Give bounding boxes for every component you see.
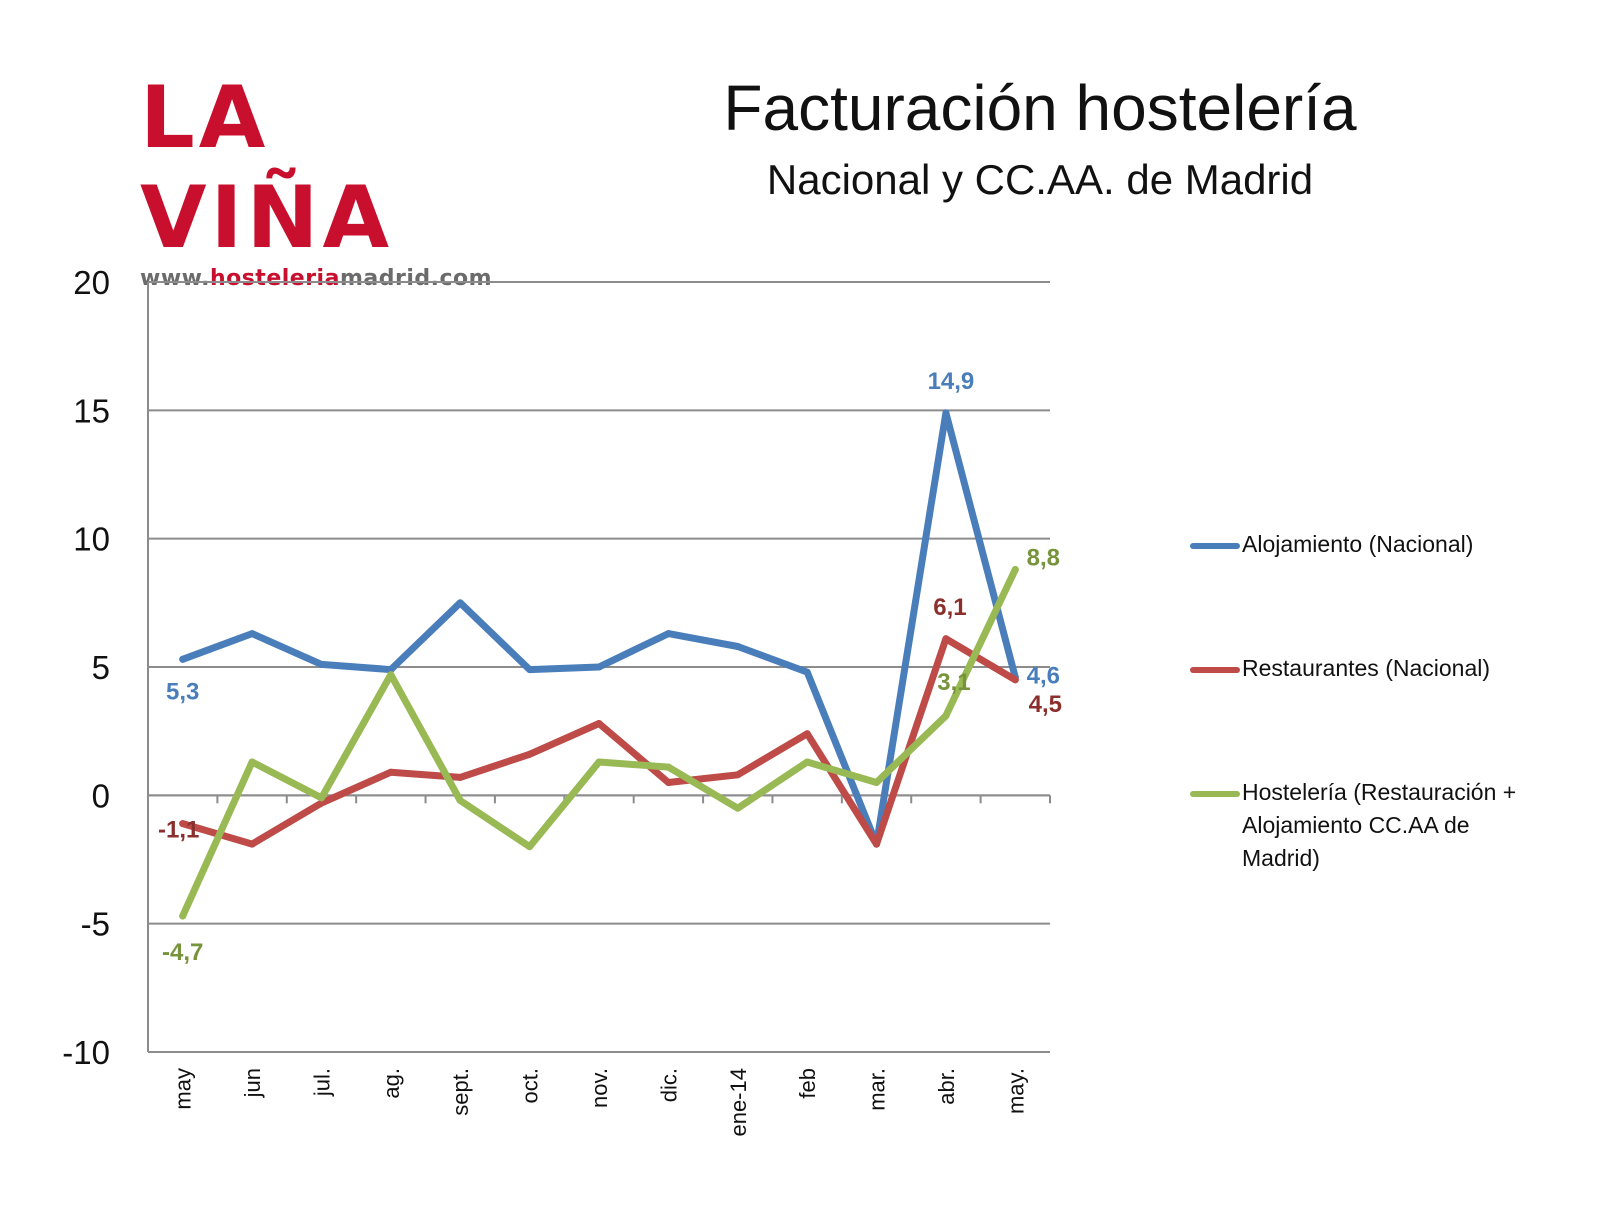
x-tick-label: may. [1003,1068,1028,1114]
data-point [526,843,534,851]
series-line [179,409,1019,848]
data-point [734,804,742,812]
legend-label: Madrid) [1242,845,1320,871]
data-label: 8,8 [1027,544,1060,571]
data-point [595,758,603,766]
data-label: 14,9 [928,368,975,395]
legend-item: Alojamiento (Nacional) [1190,528,1550,561]
y-tick-label: 5 [92,649,110,686]
legend-label: Restaurantes (Nacional) [1242,655,1491,681]
data-point [526,666,534,674]
logo-url-prefix: www. [140,266,210,291]
data-point [664,779,672,786]
legend-label: Hostelería (Restauración + [1242,779,1517,805]
data-point [664,763,672,771]
data-point [803,668,811,676]
legend-label: Alojamiento CC.AA de [1242,812,1470,838]
x-tick-label: oct. [518,1068,543,1103]
data-point [734,771,742,779]
data-point [456,773,464,781]
data-point [803,758,811,766]
x-tick-label: jul. [309,1068,334,1097]
x-tick-label: ene-14 [726,1068,751,1137]
data-point [317,799,325,807]
data-point [387,768,395,776]
data-label: 4,5 [1029,691,1062,718]
data-point [317,660,325,668]
legend-item: Restaurantes (Nacional) [1190,652,1550,685]
data-point [1011,676,1019,684]
y-tick-label: 15 [73,392,110,429]
title-block: Facturación hostelería Nacional y CC.AA.… [600,68,1480,208]
legend-swatch [1190,543,1240,549]
data-point [595,663,603,671]
data-point [942,409,950,417]
legend-swatch [1190,791,1240,797]
data-point [317,794,325,802]
x-tick-label: abr. [934,1068,959,1105]
logo-wordmark: LA VIÑA [140,68,394,268]
data-point [942,635,950,643]
data-label: -1,1 [158,817,199,844]
chart-title: Facturación hostelería [723,72,1357,144]
data-point [734,642,742,650]
data-label: 5,3 [166,678,199,705]
data-point [248,630,256,638]
x-tick-label: dic. [656,1068,681,1102]
data-point [942,712,950,720]
data-point [456,796,464,804]
data-point [873,779,881,786]
legend-swatch [1190,667,1240,673]
y-tick-label: 0 [92,777,110,814]
x-tick-label: ag. [379,1068,404,1099]
data-point [526,750,534,758]
data-point [456,599,464,607]
data-point [179,820,187,828]
data-point [248,758,256,766]
x-tick-label: jun [240,1068,265,1098]
y-tick-label: 10 [73,521,110,558]
data-point [803,730,811,738]
logo-url: www.hosteleriamadrid.com [140,266,540,291]
data-point [179,655,187,663]
legend-label: Alojamiento (Nacional) [1242,531,1474,557]
x-tick-label: mar. [865,1068,890,1111]
data-point [179,912,187,920]
data-label: -4,7 [162,939,203,966]
logo-url-suffix: madrid.com [339,266,493,291]
x-tick-label: feb [795,1068,820,1099]
data-label: 3,1 [937,669,970,696]
x-tick-label: nov. [587,1068,612,1108]
x-tick-label: may [171,1068,196,1110]
y-tick-label: -5 [81,906,110,943]
data-point [595,719,603,727]
data-point [248,840,256,848]
data-point [873,840,881,848]
data-point [387,671,395,679]
x-tick-label: sept. [448,1068,473,1116]
data-label: 4,6 [1027,662,1060,689]
y-tick-label: 20 [73,264,110,301]
y-tick-label: -10 [62,1034,110,1071]
data-point [1011,565,1019,573]
chart-subtitle: Nacional y CC.AA. de Madrid [766,156,1314,203]
legend-item: Hostelería (Restauración + Alojamiento CC… [1190,776,1550,875]
data-point [387,666,395,674]
logo: LA VIÑA www.hosteleriamadrid.com [140,68,540,291]
data-point [664,630,672,638]
data-label: 6,1 [933,594,966,621]
logo-url-highlight: hosteleria [209,266,340,291]
